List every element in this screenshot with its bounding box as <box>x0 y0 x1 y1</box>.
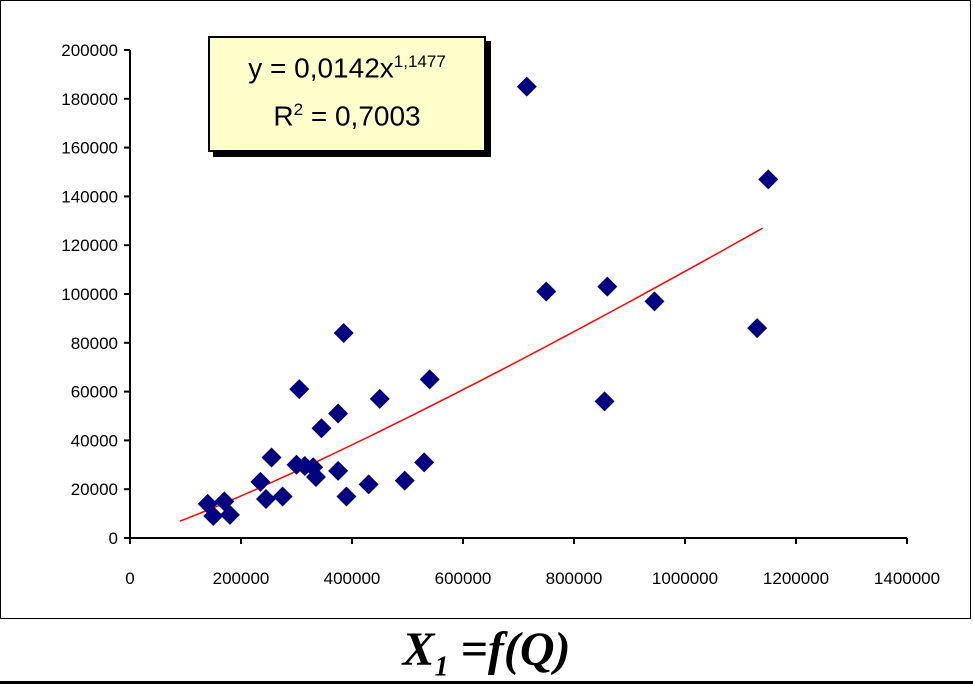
x-tick-label: 800000 <box>546 569 603 588</box>
y-tick-label: 160000 <box>61 139 118 158</box>
data-point <box>644 291 665 312</box>
data-point <box>311 418 332 439</box>
x-tick-label: 1400000 <box>874 569 940 588</box>
y-tick-label: 40000 <box>71 431 118 450</box>
x-tick-label: 600000 <box>435 569 492 588</box>
y-tick-label: 20000 <box>71 480 118 499</box>
data-point <box>358 474 379 495</box>
y-tick-label: 100000 <box>61 285 118 304</box>
data-point <box>594 391 615 412</box>
scatter-chart: 0 20000 40000 60000 80000 100000 120000 140000 1… <box>61 41 940 588</box>
trendline-equation-box: y = 0,0142x1,1477 R2 = 0,7003 <box>208 36 486 152</box>
y-tick-label: 120000 <box>61 236 118 255</box>
data-point <box>305 467 326 487</box>
data-point <box>250 471 271 492</box>
data-point <box>369 388 390 409</box>
x-tick-label: 200000 <box>213 569 270 588</box>
figure-caption: X1 =f(Q) <box>402 623 571 683</box>
x-tick-label: 0 <box>125 569 134 588</box>
data-point <box>219 504 240 525</box>
data-point <box>419 369 440 390</box>
data-point <box>516 76 537 97</box>
trendline-equation: y = 0,0142x1,1477 <box>248 52 446 84</box>
data-point <box>333 323 354 344</box>
data-point <box>289 379 310 400</box>
y-tick-label: 140000 <box>61 187 118 206</box>
x-tick-label: 400000 <box>324 569 381 588</box>
data-point <box>597 276 618 297</box>
data-point <box>536 281 557 302</box>
data-point <box>272 486 293 507</box>
y-tick-label: 200000 <box>61 41 118 60</box>
trendline <box>179 227 764 522</box>
data-point <box>747 318 768 339</box>
data-point <box>197 493 218 514</box>
data-point <box>394 470 415 491</box>
x-tick-label: 1200000 <box>763 569 829 588</box>
data-point <box>328 403 349 424</box>
data-point <box>328 460 349 481</box>
y-tick-label: 0 <box>109 529 118 548</box>
y-tick-label: 180000 <box>61 90 118 109</box>
r-squared: R2 = 0,7003 <box>273 100 421 132</box>
data-point <box>414 452 435 473</box>
y-tick-label: 60000 <box>71 383 118 402</box>
y-tick-label: 80000 <box>71 334 118 353</box>
data-point <box>203 506 224 527</box>
bottom-rule <box>0 681 973 684</box>
data-point <box>758 169 779 190</box>
data-point <box>255 488 276 509</box>
data-point <box>261 447 282 468</box>
data-point <box>336 486 357 507</box>
x-tick-label: 1000000 <box>652 569 718 588</box>
